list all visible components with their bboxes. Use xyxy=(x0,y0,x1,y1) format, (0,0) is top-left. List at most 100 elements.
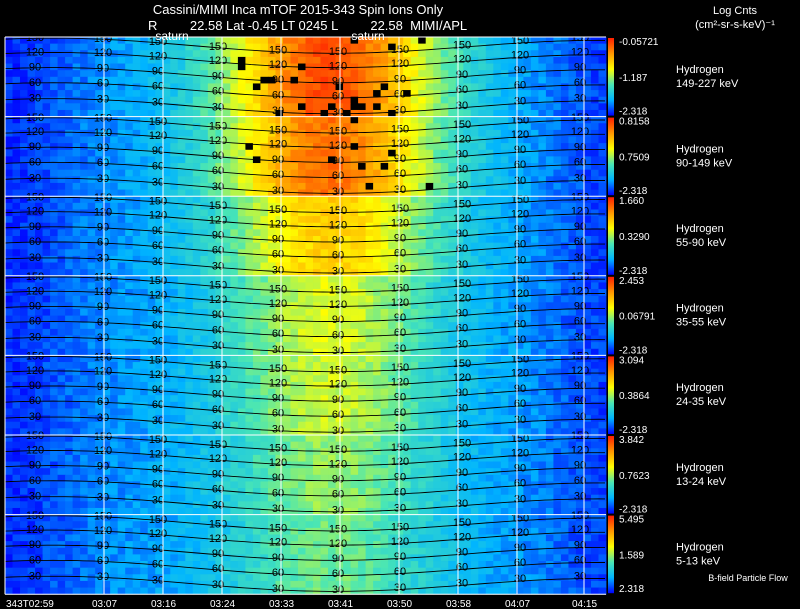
heatmap-cell xyxy=(290,315,299,323)
heatmap-cell xyxy=(328,388,336,396)
heatmap-cell xyxy=(425,176,434,184)
heatmap-cell xyxy=(313,70,321,78)
heatmap-cell xyxy=(27,196,36,204)
heatmap-cell xyxy=(410,381,419,389)
heatmap-cell xyxy=(500,236,509,244)
heatmap-cell xyxy=(485,202,494,210)
heatmap-cell xyxy=(440,109,449,117)
heatmap-cell xyxy=(192,43,201,51)
heatmap-cell xyxy=(275,116,284,124)
heatmap-cell xyxy=(27,96,36,104)
heatmap-cell xyxy=(282,315,291,323)
heatmap-cell xyxy=(433,63,442,71)
heatmap-cell xyxy=(267,103,276,111)
heatmap-cell xyxy=(35,415,43,423)
heatmap-cell xyxy=(305,103,314,111)
heatmap-cell xyxy=(478,315,487,323)
heatmap-cell xyxy=(177,262,186,270)
heatmap-cell xyxy=(568,401,577,409)
heatmap-cell xyxy=(117,50,126,58)
heatmap-cell xyxy=(358,375,366,383)
heatmap-cell xyxy=(500,76,509,84)
heatmap-cell xyxy=(200,368,209,376)
heatmap-cell xyxy=(140,136,149,144)
heatmap-cell xyxy=(147,229,156,237)
heatmap-cell xyxy=(358,388,366,396)
heatmap-cell xyxy=(230,103,239,111)
heatmap-cell xyxy=(177,176,186,184)
heatmap-cell xyxy=(12,249,21,257)
heatmap-cell xyxy=(500,176,509,184)
heatmap-cell xyxy=(245,275,254,283)
heatmap-cell xyxy=(192,83,201,91)
heatmap-cell xyxy=(515,123,524,131)
heatmap-cell xyxy=(388,388,397,396)
heatmap-cell xyxy=(395,408,404,416)
heatmap-cell xyxy=(222,275,231,283)
heatmap-cell xyxy=(215,56,224,64)
heatmap-cell xyxy=(20,421,28,429)
heatmap-cell xyxy=(500,421,509,429)
heatmap-cell xyxy=(125,149,134,157)
heatmap-cell xyxy=(132,415,141,423)
heatmap-cell xyxy=(200,362,209,370)
heatmap-cell xyxy=(530,169,539,177)
heatmap-cell xyxy=(185,109,194,117)
heatmap-cell xyxy=(177,342,186,350)
heatmap-cell xyxy=(470,116,479,124)
heatmap-cell xyxy=(590,96,599,104)
heatmap-cell xyxy=(455,196,464,204)
heatmap-cell xyxy=(433,395,442,403)
heatmap-cell xyxy=(245,236,254,244)
heatmap-cell xyxy=(110,136,119,144)
heatmap-cell xyxy=(237,63,246,71)
heatmap-cell xyxy=(395,262,404,270)
heatmap-cell xyxy=(463,249,472,257)
contour-label: 30 xyxy=(97,332,109,344)
heatmap-cell xyxy=(290,43,299,51)
heatmap-cell xyxy=(545,315,554,323)
heatmap-cell xyxy=(177,236,186,244)
heatmap-cell xyxy=(275,381,284,389)
heatmap-cell xyxy=(380,43,389,51)
heatmap-cell xyxy=(237,388,246,396)
heatmap-cell xyxy=(57,222,66,230)
contour-label: 120 xyxy=(329,140,347,152)
heatmap-cell xyxy=(478,236,487,244)
contour-label: 150 xyxy=(453,278,471,290)
heatmap-cell xyxy=(530,236,539,244)
heatmap-cell xyxy=(20,176,28,184)
heatmap-cell xyxy=(575,368,584,376)
heatmap-cell xyxy=(65,408,74,416)
heatmap-cell xyxy=(575,242,584,250)
heatmap-cell xyxy=(5,315,13,323)
heatmap-cell xyxy=(12,415,21,423)
heatmap-cell xyxy=(530,328,539,336)
heatmap-cell xyxy=(215,129,224,137)
heatmap-cell xyxy=(72,83,81,91)
heatmap-cell xyxy=(215,43,224,51)
heatmap-cell xyxy=(177,63,186,71)
heatmap-cell xyxy=(598,103,607,111)
heatmap-cell xyxy=(252,163,261,171)
heatmap-cell xyxy=(185,421,194,429)
heatmap-cell xyxy=(117,362,126,370)
heatmap-cell xyxy=(95,262,104,270)
heatmap-cell xyxy=(448,289,457,297)
heatmap-cell xyxy=(328,395,336,403)
heatmap-cell xyxy=(140,381,149,389)
contour-label: 30 xyxy=(456,259,468,271)
heatmap-cell xyxy=(267,242,276,250)
heatmap-cell xyxy=(373,83,382,91)
heatmap-cell xyxy=(373,163,382,171)
heatmap-cell xyxy=(448,143,457,151)
heatmap-cell xyxy=(373,76,382,84)
heatmap-cell xyxy=(545,163,554,171)
heatmap-cell xyxy=(222,289,231,297)
heatmap-cell xyxy=(358,315,366,323)
heatmap-cell xyxy=(80,196,89,204)
heatmap-cell xyxy=(583,163,592,171)
heatmap-cell xyxy=(27,209,36,217)
heatmap-cell xyxy=(530,103,539,111)
heatmap-cell xyxy=(65,269,74,277)
